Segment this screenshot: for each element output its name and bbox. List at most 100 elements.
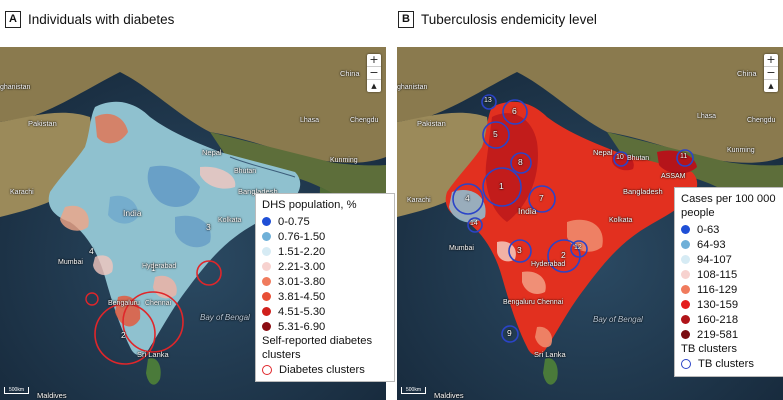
tb-cluster-2-label: 2 [561,250,566,260]
legend-swatch [681,315,690,324]
low-density-patch [147,165,200,207]
label-sri-lanka: Sri Lanka [137,350,169,359]
legend-swatch [681,270,690,279]
tb-cluster-1-label: 1 [499,181,504,191]
legend-swatch [681,330,690,339]
diabetes-cluster-1[interactable] [122,291,184,353]
legend-item-label: 5.31-6.90 [278,320,326,333]
diabetes-cluster-3[interactable] [196,260,222,286]
label-india: India [123,208,142,218]
map-scale-bar: 500km [4,387,30,394]
pakistan-land [397,112,488,217]
legend-item: 3.81-4.50 [262,289,388,304]
tb-map[interactable]: 1 2 3 4 5 6 7 8 9 10 11 12 13 14 China g… [397,47,783,400]
diabetes-cluster-4[interactable] [85,292,99,306]
diabetes-legend: DHS population, % 0-0.75 0.76-1.50 1.51-2.… [255,193,395,382]
label-afghanistan: ghanistan [397,84,428,91]
legend-swatch [681,240,690,249]
tb-cluster-5[interactable] [482,121,510,149]
tb-cluster-9[interactable] [501,325,519,343]
mid-density-patch [93,255,113,276]
legend-item: 116-129 [681,282,780,297]
diabetes-cluster-3-label: 3 [206,222,211,232]
mid-tb-patch [522,271,546,294]
map-controls: + − ▲ [764,54,778,92]
clusters-title: Self-reported diabetes clusters [262,335,373,361]
label-assam: ASSAM [661,173,686,180]
tb-cluster-8[interactable] [510,152,532,174]
tb-cluster-12[interactable] [570,240,588,258]
zoom-in-button[interactable]: + [764,54,778,67]
zoom-out-button[interactable]: − [367,67,381,80]
legend-cluster-label: Diabetes clusters [279,363,365,376]
zoom-in-button[interactable]: + [367,54,381,67]
tb-cluster-4-label: 4 [465,193,470,203]
label-kolkata: Kolkata [218,217,242,224]
legend-swatch [262,247,271,256]
low-density-patch [108,195,139,224]
tb-cluster-1[interactable] [482,167,522,207]
label-bangladesh: Bangladesh [623,187,663,196]
tb-cluster-4[interactable] [452,183,484,215]
panel-b-letter: B [398,10,414,28]
tb-cluster-9-label: 9 [507,328,512,338]
legend-item-label: 219-581 [697,328,739,341]
label-karachi: Karachi [407,197,431,204]
legend-swatch [262,217,271,226]
mid-tb-patch [567,219,603,252]
label-bangladesh: Bangladesh [238,187,278,196]
diabetes-cluster-2-label: 2 [121,330,126,340]
legend-item-label: 2.21-3.00 [278,260,326,273]
legend-item: 94-107 [681,252,780,267]
tb-cluster-8-label: 8 [518,157,523,167]
legend-item-label: 0-63 [697,223,720,236]
tb-cluster-5-label: 5 [493,129,498,139]
legend-item-label: 94-107 [697,253,732,266]
legend-swatch [262,292,271,301]
tb-cluster-2[interactable] [547,239,581,273]
map-scale-bar: 500km [401,387,427,394]
zoom-out-button[interactable]: − [764,67,778,80]
panel-a-title: A Individuals with diabetes [5,10,174,28]
label-karachi: Karachi [10,189,34,196]
diabetes-cluster-2[interactable] [94,303,156,365]
tb-cluster-14[interactable] [467,217,483,233]
tb-cluster-6[interactable] [502,99,528,125]
tb-map-graphic [397,47,783,400]
legend-item-label: 3.01-3.80 [278,275,326,288]
cluster-ring-icon [681,359,691,369]
assam-patch [657,150,697,174]
legend-swatch [262,262,271,271]
mid-density-patch [200,166,236,189]
label-bhutan: Bhutan [234,168,257,175]
legend-item: 2.21-3.00 [262,259,388,274]
legend-item: 1.51-2.20 [262,244,388,259]
label-lhasa: Lhasa [697,113,717,120]
tb-cluster-13[interactable] [481,94,497,110]
label-bengaluru: Bengaluru [108,300,140,307]
compass-button[interactable]: ▲ [768,82,774,90]
label-pakistan: Pakistan [417,119,446,128]
panel-b-title: B Tuberculosis endemicity level [398,10,597,28]
tb-cluster-10[interactable] [613,151,629,167]
label-india: India [518,206,537,216]
compass-button[interactable]: ▲ [371,82,377,90]
northern-land [0,47,386,163]
legend-swatch [262,307,271,316]
tb-cluster-7[interactable] [528,185,556,213]
tb-cluster-14-label: 14 [470,220,478,227]
legend-item: 130-159 [681,297,780,312]
label-bengaluru: Bengaluru [503,299,535,306]
cluster-ring-icon [262,364,272,375]
tb-cluster-11[interactable] [676,149,694,167]
tb-cluster-7-label: 7 [539,193,544,203]
sri-lanka-island [543,358,558,385]
label-lhasa: Lhasa [300,117,320,124]
tb-cluster-3[interactable] [508,239,532,263]
diabetes-cluster-1-label: 1 [151,263,156,273]
river [229,156,296,178]
northern-land [397,47,783,163]
legend-swatch [681,300,690,309]
legend-item: 0.76-1.50 [262,229,388,244]
label-kolkata: Kolkata [609,217,633,224]
